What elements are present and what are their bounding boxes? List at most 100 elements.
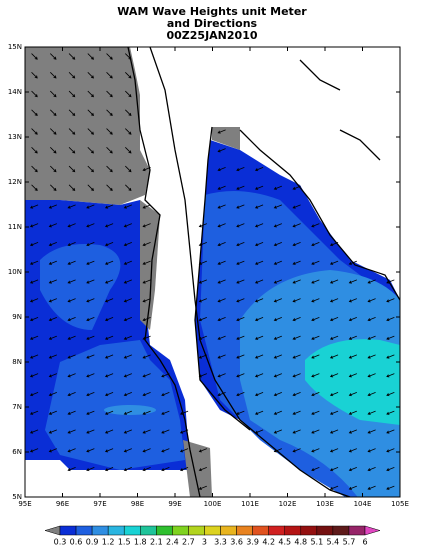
arrow <box>86 373 95 378</box>
arrow <box>104 242 114 247</box>
arrow <box>106 184 113 192</box>
arrow <box>198 260 207 265</box>
arrow <box>123 260 132 265</box>
arrow <box>292 335 301 340</box>
arrow <box>348 373 357 378</box>
arrow <box>292 354 301 359</box>
arrow <box>217 298 226 303</box>
arrow <box>29 373 39 378</box>
arrow <box>87 165 95 173</box>
arrow <box>367 429 376 434</box>
arrow <box>106 90 113 98</box>
colorbar-label: 5.4 <box>327 538 340 547</box>
arrow <box>292 429 301 434</box>
arrow <box>104 298 114 303</box>
colorbar-box <box>204 525 221 536</box>
arrow <box>87 147 95 154</box>
arrow <box>198 448 207 453</box>
arrow <box>348 260 357 265</box>
arrow <box>86 467 95 472</box>
arrow <box>329 448 339 453</box>
lon-label: 105E <box>391 500 409 508</box>
lon-label: 96E <box>56 500 69 508</box>
arrow <box>254 335 264 340</box>
arrow <box>123 204 132 209</box>
lon-label: 102E <box>279 500 297 508</box>
arrow <box>48 260 57 265</box>
colorbar-box <box>188 525 205 536</box>
colorbar-label: 0.6 <box>70 538 83 547</box>
arrow <box>68 128 76 135</box>
lat-label: 5N <box>12 493 22 501</box>
arrow <box>292 279 301 284</box>
colorbar-end <box>364 525 381 536</box>
arrow <box>254 373 264 378</box>
colorbar-box <box>284 525 302 536</box>
colorbar-box <box>123 525 141 536</box>
arrow <box>48 429 57 434</box>
arrow <box>86 242 95 247</box>
colorbar-box <box>75 525 93 536</box>
arrow <box>31 128 38 135</box>
arrow <box>104 335 114 340</box>
arrow <box>273 429 282 434</box>
arrow <box>142 242 151 247</box>
colorbar-label: 4.2 <box>262 538 275 547</box>
arrow <box>311 242 320 247</box>
arrow <box>292 298 301 303</box>
arrow <box>348 392 357 397</box>
lon-label: 99E <box>168 500 181 508</box>
arrow <box>29 279 39 284</box>
arrow <box>386 467 395 472</box>
lat-label: 14N <box>8 88 22 96</box>
arrow <box>86 392 95 397</box>
arrow <box>29 260 39 265</box>
arrow <box>48 373 57 378</box>
colorbar-label: 3.9 <box>246 538 259 547</box>
arrow <box>236 242 245 247</box>
arrow <box>48 242 57 247</box>
arrow <box>106 109 113 117</box>
arrow <box>236 354 245 359</box>
colorbar-box <box>316 525 334 536</box>
arrow <box>67 467 76 472</box>
arrow <box>386 410 395 415</box>
arrow <box>254 279 264 284</box>
arrow <box>86 429 95 434</box>
arrow <box>386 373 395 378</box>
arrow <box>273 260 282 265</box>
arrow <box>48 448 57 453</box>
arrow <box>198 242 207 247</box>
arrow <box>67 373 76 378</box>
arrow <box>123 467 132 472</box>
lat-label: 15N <box>8 43 22 51</box>
coastline <box>299 59 381 161</box>
title-line: WAM Wave Heights unit Meter <box>117 5 307 18</box>
arrow <box>292 392 301 397</box>
arrow <box>329 485 339 490</box>
colorbar-label: 0.3 <box>54 538 67 547</box>
arrow <box>48 410 57 415</box>
arrow <box>48 204 57 209</box>
arrow <box>367 335 376 340</box>
colorbar-box <box>268 525 285 536</box>
arrow <box>29 204 39 209</box>
arrow <box>292 448 301 453</box>
arrow <box>254 167 264 172</box>
arrow <box>329 429 339 434</box>
arrow <box>273 354 282 359</box>
arrow <box>67 223 76 228</box>
arrow <box>87 53 95 60</box>
arrow <box>86 317 95 322</box>
arrow <box>236 167 245 172</box>
arrow <box>123 448 132 453</box>
arrow <box>348 279 357 284</box>
sea-region <box>104 405 156 415</box>
arrow <box>31 72 38 79</box>
arrow <box>31 184 38 192</box>
arrow <box>311 392 320 397</box>
arrow <box>329 392 339 397</box>
arrow <box>198 373 207 378</box>
arrow <box>236 373 245 378</box>
arrow <box>50 147 57 154</box>
